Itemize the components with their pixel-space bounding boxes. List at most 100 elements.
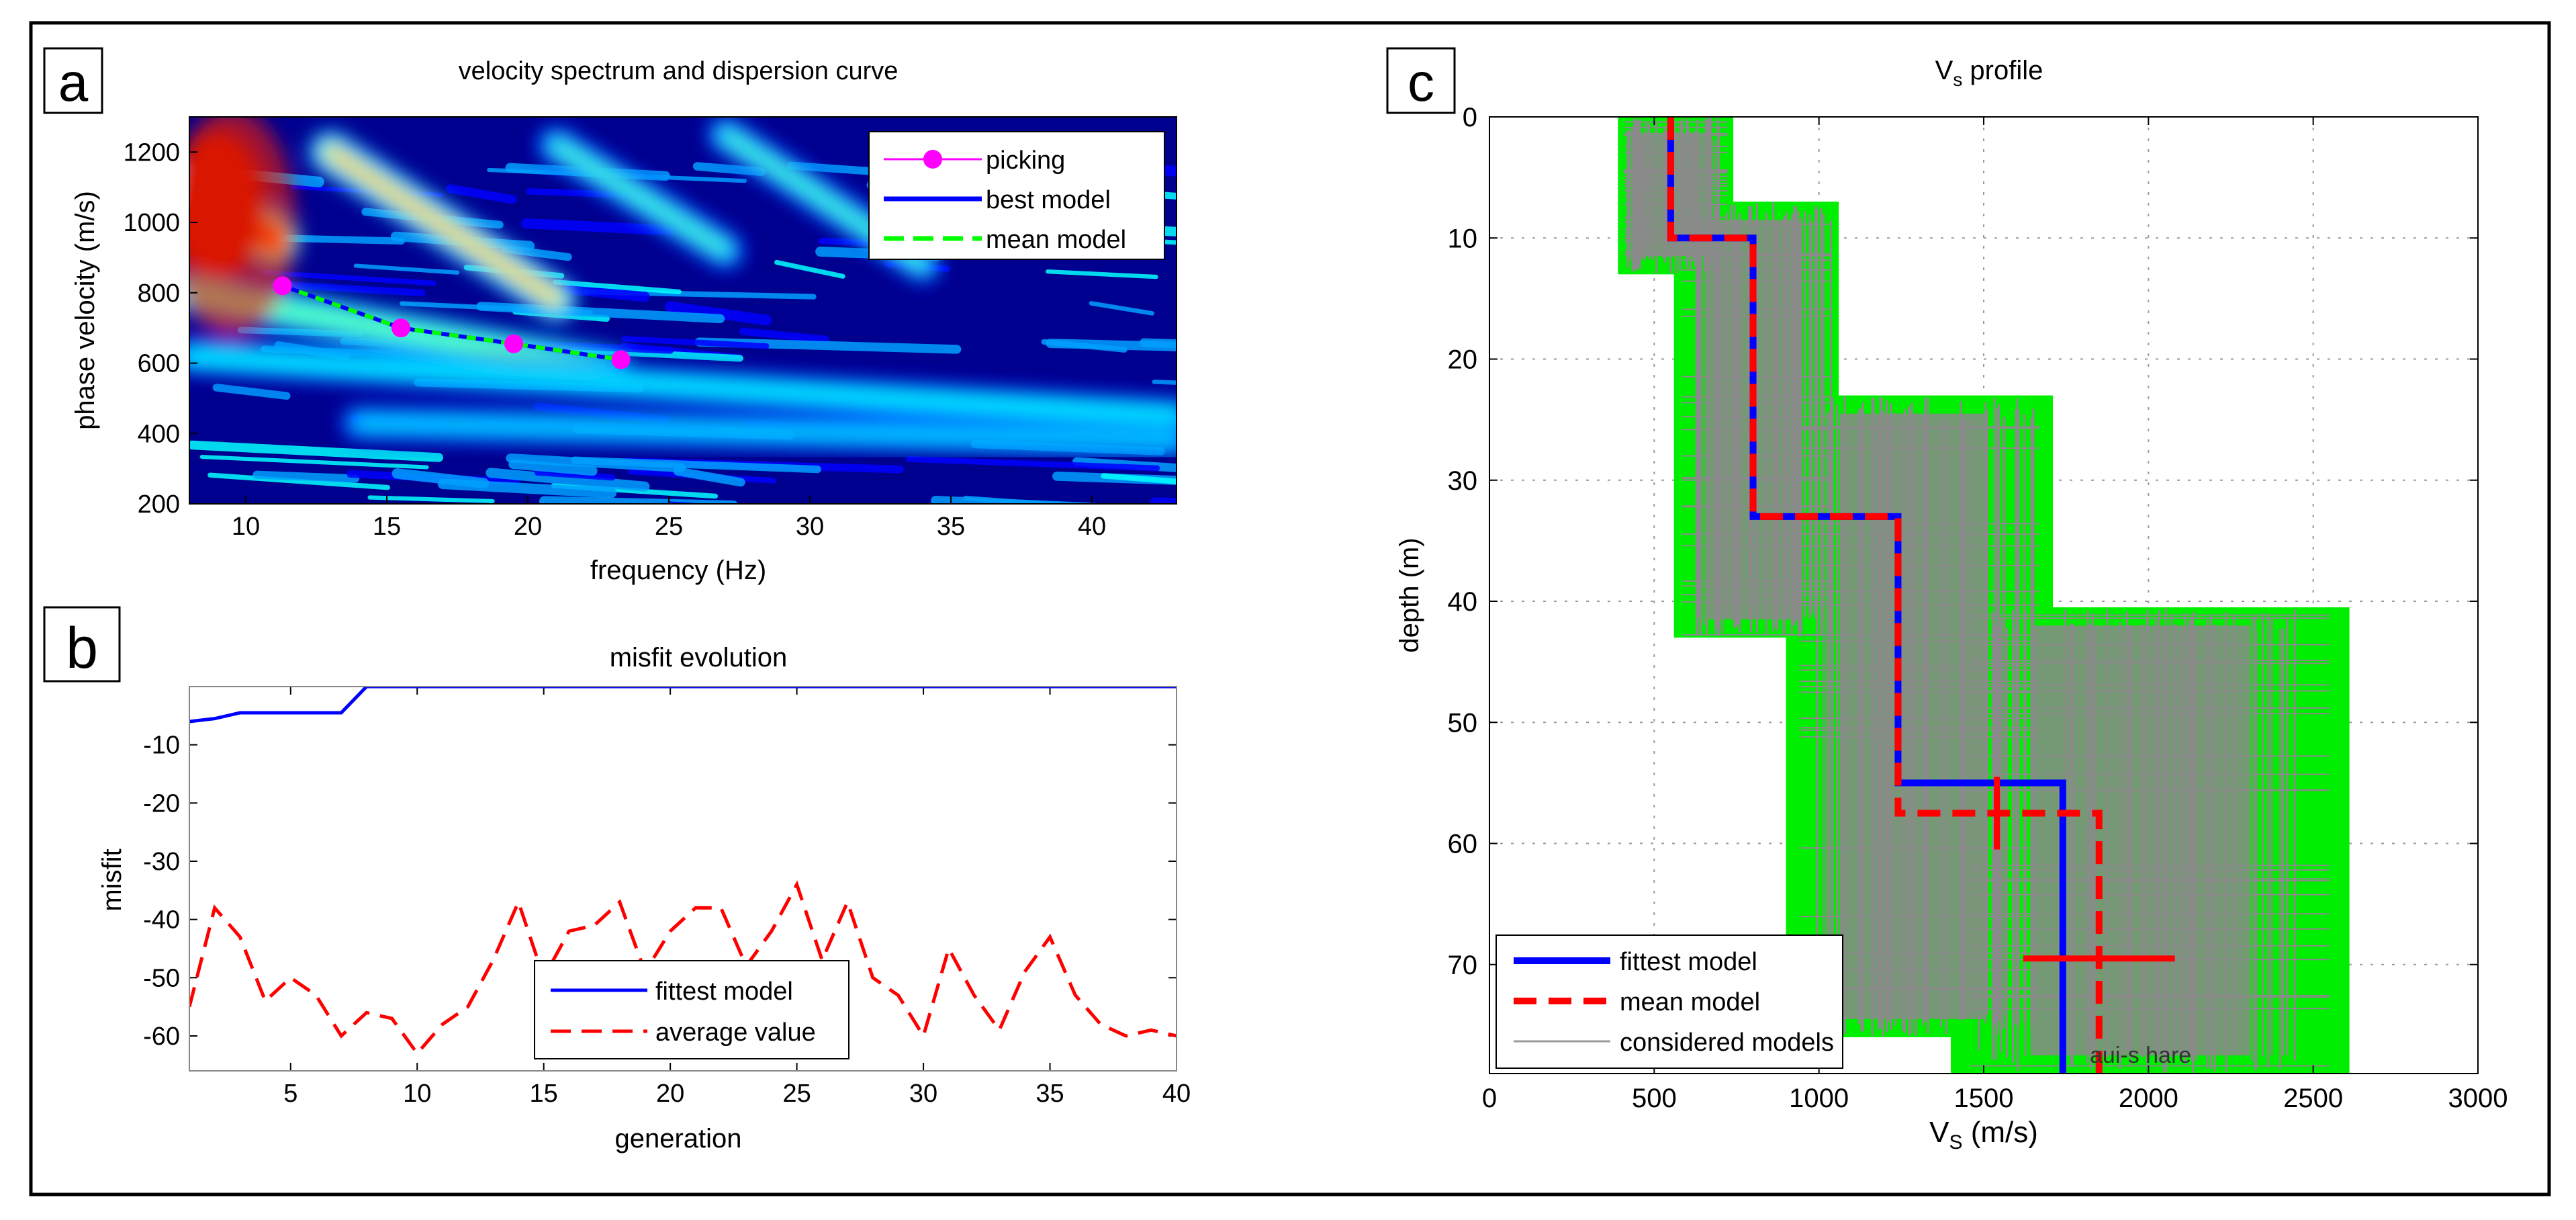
legend-c-fittest-model-label: fittest model: [1620, 948, 1757, 976]
spectrum-streak: [563, 284, 650, 302]
b-xtick-label: 40: [1162, 1080, 1191, 1108]
panel-c-xlabel-subscript: S: [1949, 1131, 1962, 1153]
considered-model-core: [1839, 413, 1986, 1019]
mean-model-curve: [281, 284, 622, 362]
c-xtick-label: 2500: [2283, 1084, 2343, 1113]
panel-b-title: misfit evolution: [610, 643, 788, 672]
panel-a: a velocity spectrum and dispersion curve…: [43, 47, 1177, 585]
b-xtick-label: 35: [1036, 1080, 1064, 1108]
panel-b-curves: [189, 687, 1177, 1057]
spectrum-streak: [212, 384, 291, 400]
a-ytick-label: 1000: [123, 209, 180, 237]
c-ytick-label: 50: [1448, 708, 1478, 738]
a-ytick-label: 800: [138, 279, 180, 308]
legend-picking-label: picking: [986, 146, 1065, 175]
b-xtick-label: 10: [403, 1080, 431, 1108]
spectrum-streak: [931, 495, 1097, 504]
b-ytick-label: -50: [143, 964, 180, 992]
panel-b-axes: 5 10 15 20 25 30 35 40 -10 -20 -30 -40 -50 -60: [143, 687, 1191, 1108]
panel-c-curves: [1667, 117, 2175, 1074]
spectrum-streak: [1089, 301, 1154, 316]
b-ytick-label: -20: [143, 789, 180, 818]
panel-c-title-tail: profile: [1962, 56, 2043, 85]
spectrum-streak: [446, 184, 517, 204]
panel-b-xlabel: generation: [614, 1124, 741, 1153]
panel-b-letter: b: [66, 616, 98, 681]
panel-c-title-main: V: [1935, 56, 1953, 85]
panel-b-ylabel: misfit: [97, 848, 127, 911]
spectrum-peak-halo: [189, 117, 295, 337]
panel-c: c Vs profile 0 500 1000 1500 2000 2500 3000 0 10…: [1386, 47, 2508, 1153]
spectrum-streak: [1046, 269, 1158, 279]
velocity-spectrum-heatmap: [189, 117, 1177, 504]
spectrum-streak: [271, 281, 426, 297]
panel-b: b misfit evolution 5 10 15 20 25 30 35 40 -10 -20…: [43, 606, 1191, 1153]
panel-a-legend: picking best model mean model: [868, 131, 1165, 260]
spectrum-streak: [189, 440, 443, 462]
spectrum-streak: [534, 469, 616, 481]
spectrum-streak: [508, 459, 598, 476]
panel-c-label-box: [1386, 47, 1456, 114]
b-xtick-label: 20: [656, 1080, 684, 1108]
spectrum-streak: [774, 259, 845, 279]
panel-b-label-box: [43, 606, 121, 683]
b-xtick-label: 5: [283, 1080, 297, 1108]
panel-c-title-subscript: s: [1953, 69, 1962, 90]
panel-a-ylabel: phase velocity (m/s): [71, 191, 100, 430]
a-xtick-label: 40: [1078, 513, 1106, 541]
b-ytick-label: -40: [143, 906, 180, 934]
spectrum-streak: [367, 495, 495, 504]
spectrum-streak: [739, 327, 829, 343]
c-ytick-label: 40: [1448, 587, 1478, 617]
c-xtick-label: 2000: [2119, 1084, 2178, 1113]
spectrum-streak: [553, 279, 682, 295]
spectrum-streak: [437, 478, 617, 498]
panel-b-legend: fittest model average value: [534, 960, 849, 1059]
panel-b-plot-border: [189, 686, 1177, 1072]
panel-b-legend-box: [534, 960, 849, 1059]
panel-c-legend: fittest model mean model considered mode…: [1496, 934, 1843, 1069]
b-ytick-label: -30: [143, 848, 180, 876]
legend-average-value-label: average value: [655, 1018, 816, 1047]
b-ytick-label: -60: [143, 1022, 180, 1051]
spectrum-streak: [1041, 339, 1128, 353]
b-xtick-label: 25: [782, 1080, 811, 1108]
spectrum-streak: [520, 218, 676, 236]
spectrum-streak: [252, 470, 360, 483]
a-ytick-label: 400: [138, 420, 180, 448]
spectrum-streak: [673, 467, 745, 487]
c-ytick-label: 60: [1448, 830, 1478, 859]
fittest-model-curve: [189, 687, 1177, 724]
legend-c-considered-models-label: considered models: [1620, 1029, 1834, 1057]
panel-c-xlabel-main: V: [1929, 1116, 1949, 1149]
a-xtick-label: 20: [514, 513, 542, 541]
spectrum-streak: [208, 472, 391, 490]
a-ytick-label: 1200: [123, 138, 180, 167]
panel-a-axes: 10 15 20 25 30 35 40 200 400 600 800 1000 1200: [123, 138, 1106, 541]
panel-a-xlabel: frequency (Hz): [590, 556, 766, 585]
spectrum-streak: [1101, 473, 1177, 484]
spectrum-streak: [665, 301, 772, 326]
c-ytick-label: 10: [1448, 224, 1478, 253]
picking-point: [273, 276, 292, 296]
c-xtick-label: 500: [1632, 1084, 1677, 1113]
panel-a-letter: a: [58, 52, 89, 112]
c-ytick-label: 70: [1448, 951, 1478, 980]
a-ytick-label: 200: [138, 490, 180, 519]
c-xtick-label: 1500: [1954, 1084, 2014, 1113]
panel-c-axes: 0 500 1000 1500 2000 2500 3000 0 10 20 30 40 50 60 70: [1448, 103, 2508, 1113]
panel-a-plot-border: [189, 116, 1177, 505]
a-xtick-label: 25: [655, 513, 683, 541]
legend-fittest-model-label: fittest model: [655, 977, 793, 1006]
panel-c-xlabel: VS (m/s): [1929, 1116, 2038, 1153]
b-xtick-label: 30: [909, 1080, 937, 1108]
legend-c-mean-model-label: mean model: [1620, 988, 1760, 1016]
a-xtick-label: 30: [796, 513, 824, 541]
b-xtick-label: 15: [530, 1080, 558, 1108]
panel-c-plot-border: [1489, 116, 2479, 1074]
a-xtick-label: 35: [937, 513, 965, 541]
c-mean-model-curve: [1667, 117, 2103, 1074]
panel-a-curves: [273, 276, 631, 369]
considered-model-core: [2030, 625, 2250, 1055]
